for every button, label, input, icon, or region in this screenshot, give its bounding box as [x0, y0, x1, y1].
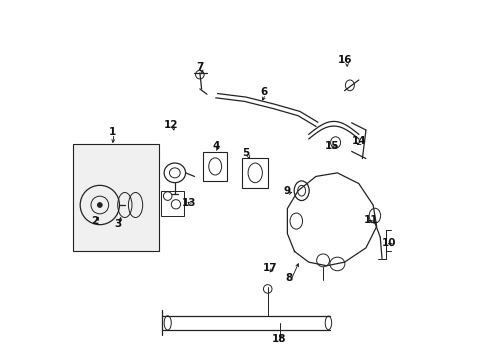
Text: 17: 17: [263, 262, 277, 273]
Text: 15: 15: [324, 141, 339, 151]
Text: 5: 5: [242, 148, 249, 158]
Text: 8: 8: [285, 273, 292, 283]
Circle shape: [97, 203, 102, 207]
Text: 12: 12: [163, 120, 178, 130]
Text: 10: 10: [381, 238, 396, 248]
Text: 16: 16: [337, 55, 352, 65]
Text: 3: 3: [114, 219, 121, 229]
Text: 6: 6: [260, 87, 267, 98]
FancyBboxPatch shape: [203, 153, 227, 181]
Text: 18: 18: [272, 334, 286, 344]
Text: 7: 7: [196, 63, 203, 72]
Text: 9: 9: [283, 186, 289, 197]
FancyBboxPatch shape: [242, 158, 268, 188]
Text: 13: 13: [182, 198, 196, 208]
Text: 1: 1: [108, 127, 116, 137]
Text: 2: 2: [91, 216, 98, 226]
Text: 11: 11: [363, 215, 377, 225]
Text: 4: 4: [212, 141, 219, 151]
FancyBboxPatch shape: [160, 191, 183, 216]
FancyBboxPatch shape: [73, 144, 159, 251]
Text: 14: 14: [351, 136, 366, 147]
